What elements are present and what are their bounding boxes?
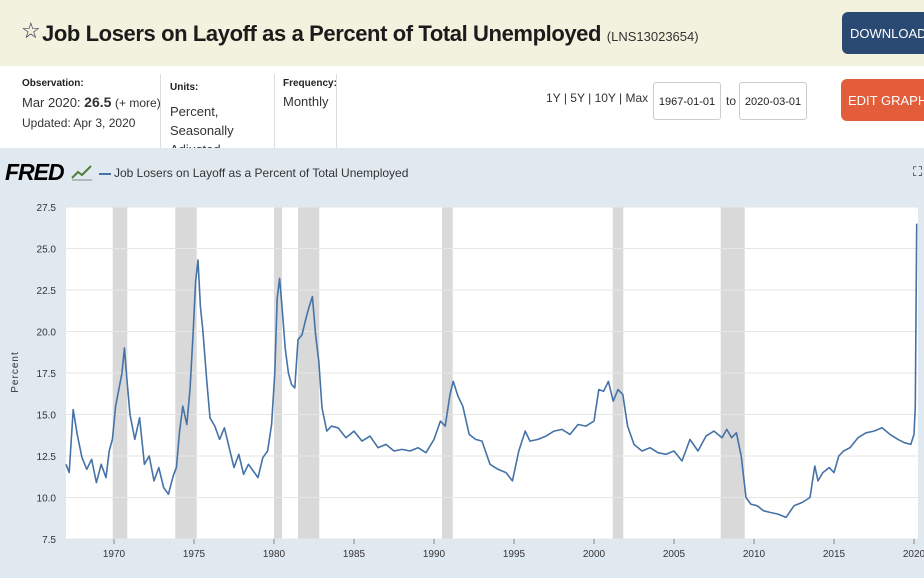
title-bar <box>0 0 924 66</box>
meta-divider <box>336 66 337 148</box>
y-tick-label: 17.5 <box>37 369 57 380</box>
end-date-input[interactable]: 2020-03-01 <box>739 82 807 120</box>
x-tick-label: 1995 <box>503 549 526 560</box>
page-title: Job Losers on Layoff as a Percent of Tot… <box>42 21 699 47</box>
x-tick-label: 2010 <box>743 549 766 560</box>
observation-block: Observation: Mar 2020: 26.5 (+ more) Upd… <box>22 66 162 148</box>
updated-date: Updated: Apr 3, 2020 <box>22 116 136 130</box>
units-label: Units: <box>170 82 199 93</box>
y-tick-label: 12.5 <box>37 452 57 463</box>
x-tick-label: 2005 <box>663 549 686 560</box>
edit-graph-label: EDIT GRAPH <box>848 93 924 108</box>
y-tick-label: 27.5 <box>37 203 57 214</box>
x-tick-label: 2000 <box>583 549 606 560</box>
observation-value: 26.5 <box>84 94 112 110</box>
range-5y[interactable]: 5Y <box>570 91 585 105</box>
legend-label: Job Losers on Layoff as a Percent of Tot… <box>114 166 409 180</box>
y-tick-label: 22.5 <box>37 286 57 297</box>
x-tick-label: 1975 <box>183 549 206 560</box>
edit-graph-button[interactable]: EDIT GRAPH ⚙ <box>841 79 924 121</box>
y-axis-label: Percent <box>10 351 21 392</box>
meta-divider <box>274 66 275 148</box>
series-title: Job Losers on Layoff as a Percent of Tot… <box>42 21 602 46</box>
y-tick-label: 15.0 <box>37 411 57 422</box>
meta-divider <box>160 66 161 148</box>
y-tick-label: 10.0 <box>37 494 57 505</box>
x-tick-label: 1985 <box>343 549 366 560</box>
series-id: (LNS13023654) <box>606 29 699 44</box>
x-tick-label: 2015 <box>823 549 846 560</box>
download-button[interactable]: DOWNLOAD ↧ <box>842 12 924 54</box>
range-10y[interactable]: 10Y <box>594 91 616 105</box>
star-icon[interactable]: ☆ <box>21 18 41 43</box>
x-tick-label: 1990 <box>423 549 446 560</box>
expand-icon[interactable]: ⛶ <box>913 164 923 179</box>
x-tick-label: 2020 <box>903 549 924 560</box>
y-tick-label: 20.0 <box>37 328 57 339</box>
observation-date: Mar 2020: <box>22 95 81 110</box>
y-tick-label: 25.0 <box>37 245 57 256</box>
legend-swatch <box>99 173 111 175</box>
units-value-1: Percent, <box>170 104 219 119</box>
range-max[interactable]: Max <box>625 91 649 105</box>
fred-logo: FRED <box>5 159 65 185</box>
range-links: 1Y | 5Y | 10Y | Max <box>546 91 648 105</box>
observation-more-link[interactable]: (+ more) <box>115 96 161 110</box>
x-tick-label: 1980 <box>263 549 286 560</box>
download-label: DOWNLOAD <box>850 26 924 41</box>
x-tick-label: 1970 <box>103 549 126 560</box>
observation-label: Observation: <box>22 78 84 89</box>
start-date-input[interactable]: 1967-01-01 <box>653 82 721 120</box>
to-label: to <box>726 94 737 108</box>
frequency-label: Frequency: <box>283 78 337 89</box>
frequency-value: Monthly <box>283 94 329 109</box>
y-tick-label: 7.5 <box>42 535 56 546</box>
range-separator: | <box>619 91 623 105</box>
chart-logo-icon <box>71 165 92 181</box>
frequency-block: Frequency: Monthly <box>283 66 343 148</box>
range-1y[interactable]: 1Y <box>546 91 561 105</box>
range-separator: | <box>563 91 567 105</box>
series-line <box>65 223 918 519</box>
range-separator: | <box>588 91 592 105</box>
